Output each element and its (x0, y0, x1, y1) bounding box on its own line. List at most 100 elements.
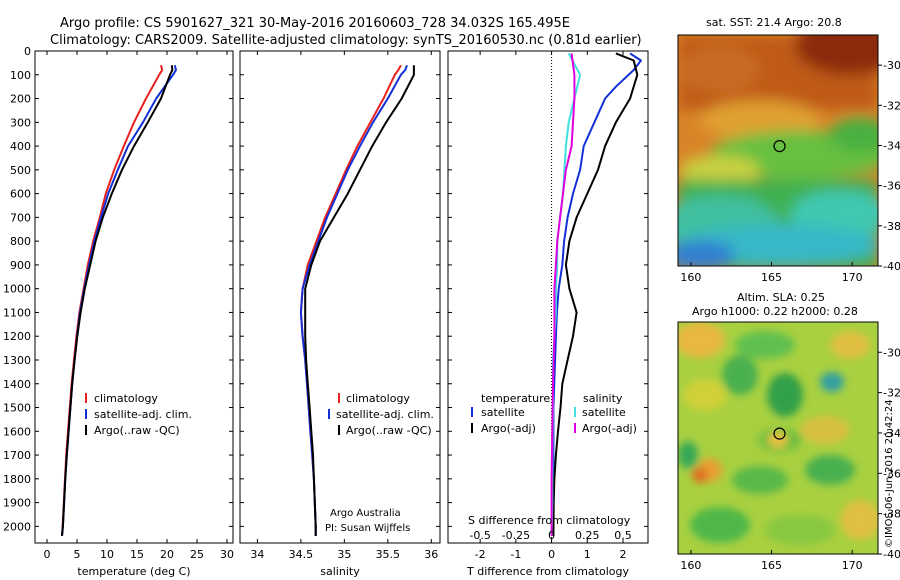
x-tick-label: 15 (130, 548, 144, 561)
series-line-argo-adj- (550, 53, 576, 536)
x-tick-label: 20 (160, 548, 174, 561)
argo-position-marker (773, 140, 786, 153)
sla-map-title-2: Argo h1000: 0.22 h2000: 0.28 (692, 305, 858, 318)
map-y-tick-label: -32 (883, 387, 900, 400)
map-y-tick-label: -30 (883, 59, 900, 72)
series-line-climatology (61, 65, 164, 536)
x-tick-label: 36 (424, 548, 438, 561)
legend-argo: Argo(..raw -QC) (346, 424, 432, 437)
map-x-tick-label: 170 (842, 271, 863, 284)
legend-satellite-adj: satellite-adj. clim. (94, 408, 192, 421)
series-line-argo-raw-qc- (61, 65, 174, 536)
x-tick-label: 5 (74, 548, 81, 561)
y-tick-label: 100 (10, 69, 31, 82)
x-tick-label: 30 (220, 548, 234, 561)
x-tick-label: 2 (620, 548, 627, 561)
difference-legend: temperature salinity satellite Argo(-adj… (471, 392, 637, 435)
y-tick-label: 2000 (3, 520, 31, 533)
y-tick-label: 500 (10, 164, 31, 177)
map-y-tick-label: -30 (883, 346, 900, 359)
series-line-satellite (551, 52, 642, 536)
legend-s-argo: Argo(-adj) (582, 422, 637, 435)
temperature-profile-panel: 0 5 10 15 20 25 300100200300400500600700800900… (3, 45, 234, 578)
series-line-argo-raw-qc- (304, 65, 415, 536)
y-tick-label: 0 (24, 45, 31, 58)
plot-frame (34, 50, 234, 544)
plot-frame (447, 50, 649, 544)
series-line-satellite-adj-clim- (299, 64, 408, 536)
map-y-tick-label: -38 (883, 508, 900, 521)
sst-map-axes: 160 165 170 -30 -32 -34 -36 -38 -40 (680, 59, 900, 284)
y-tick-label: 1300 (3, 354, 31, 367)
map-y-tick-label: -34 (883, 427, 900, 440)
temperature-legend: climatology satellite-adj. clim. Argo(..… (85, 392, 192, 437)
legend-argo: Argo(..raw -QC) (94, 424, 180, 437)
top-x-tick-label: 0.5 (614, 529, 632, 542)
y-tick-label: 1700 (3, 449, 31, 462)
legend-satellite-adj: satellite-adj. clim. (336, 408, 434, 421)
x-axis-label: T difference from climatology (466, 565, 629, 578)
x-tick-label: 25 (190, 548, 204, 561)
y-tick-label: 1400 (3, 378, 31, 391)
y-tick-label: 700 (10, 211, 31, 224)
sla-map-axes: 160 165 170 -30 -32 -34 -36 -38 -40 (680, 346, 900, 572)
top-x-tick-label: 0.25 (575, 529, 600, 542)
top-x-axis-ticks: -0.5 -0.25 0 0.25 0.5 (469, 529, 631, 542)
pi-label: PI: Susan Wijffels (325, 523, 410, 534)
series-line-climatology (299, 64, 402, 536)
x-tick-label: 34 (250, 548, 264, 561)
x-axis-label: temperature (deg C) (77, 565, 190, 578)
y-tick-label: 1000 (3, 283, 31, 296)
map-y-tick-label: -40 (883, 260, 900, 273)
map-x-tick-label: 165 (761, 559, 782, 572)
copyright-watermark: ©IMOS 06-Jun-2016 20:42:24 (884, 399, 895, 548)
x-tick-label: -1 (510, 548, 521, 561)
sst-map-title: sat. SST: 21.4 Argo: 20.8 (706, 16, 842, 29)
operator-label: Argo Australia (330, 508, 401, 519)
plot-frame (239, 50, 441, 544)
legend-t-satellite: satellite (481, 406, 525, 419)
x-axis-label: salinity (320, 565, 360, 578)
header-line-1: Argo profile: CS 5901627_321 30-May-2016… (60, 16, 570, 31)
x-tick-label: 34.5 (289, 548, 314, 561)
top-x-axis-label: S difference from climatology (468, 514, 631, 527)
map-y-tick-label: -38 (883, 220, 900, 233)
legend-temperature-heading: temperature (481, 392, 550, 405)
map-y-tick-label: -36 (883, 180, 900, 193)
top-x-tick-label: -0.5 (469, 529, 490, 542)
top-x-tick-label: 0 (548, 529, 555, 542)
legend-salinity-heading: salinity (583, 392, 623, 405)
legend-climatology: climatology (94, 392, 158, 405)
x-tick-label: 10 (100, 548, 114, 561)
y-tick-label: 1900 (3, 497, 31, 510)
y-tick-label: 1600 (3, 425, 31, 438)
y-tick-label: 1200 (3, 330, 31, 343)
x-tick-label: 35 (337, 548, 351, 561)
x-tick-label: 35.5 (376, 548, 401, 561)
x-tick-label: 1 (584, 548, 591, 561)
top-x-tick-label: -0.25 (502, 529, 530, 542)
legend-climatology: climatology (346, 392, 410, 405)
x-tick-label: 0 (548, 548, 555, 561)
salinity-profile-panel: 34 34.5 35 35.5 36 salinity (239, 50, 441, 578)
series-line-argo-adj- (552, 52, 639, 536)
map-x-tick-label: 160 (680, 271, 701, 284)
series-line-satellite-adj-clim- (61, 65, 177, 536)
y-tick-label: 300 (10, 116, 31, 129)
map-y-tick-label: -36 (883, 467, 900, 480)
x-tick-label: 0 (44, 548, 51, 561)
sst-map: sat. SST: 21.4 Argo: 20.8 160 165 170 -30 -3… (677, 16, 900, 284)
map-x-tick-label: 160 (680, 559, 701, 572)
legend-s-satellite: satellite (582, 406, 626, 419)
map-y-tick-label: -32 (883, 99, 900, 112)
sla-map-title-1: Altim. SLA: 0.25 (737, 291, 825, 304)
sla-map: Altim. SLA: 0.25 Argo h1000: 0.22 h2000:… (677, 291, 900, 572)
y-tick-label: 400 (10, 140, 31, 153)
argo-position-marker (773, 427, 786, 440)
map-x-tick-label: 165 (761, 271, 782, 284)
map-x-tick-label: 170 (842, 559, 863, 572)
y-tick-label: 900 (10, 259, 31, 272)
x-tick-label: -2 (475, 548, 486, 561)
legend-t-argo: Argo(-adj) (481, 422, 536, 435)
